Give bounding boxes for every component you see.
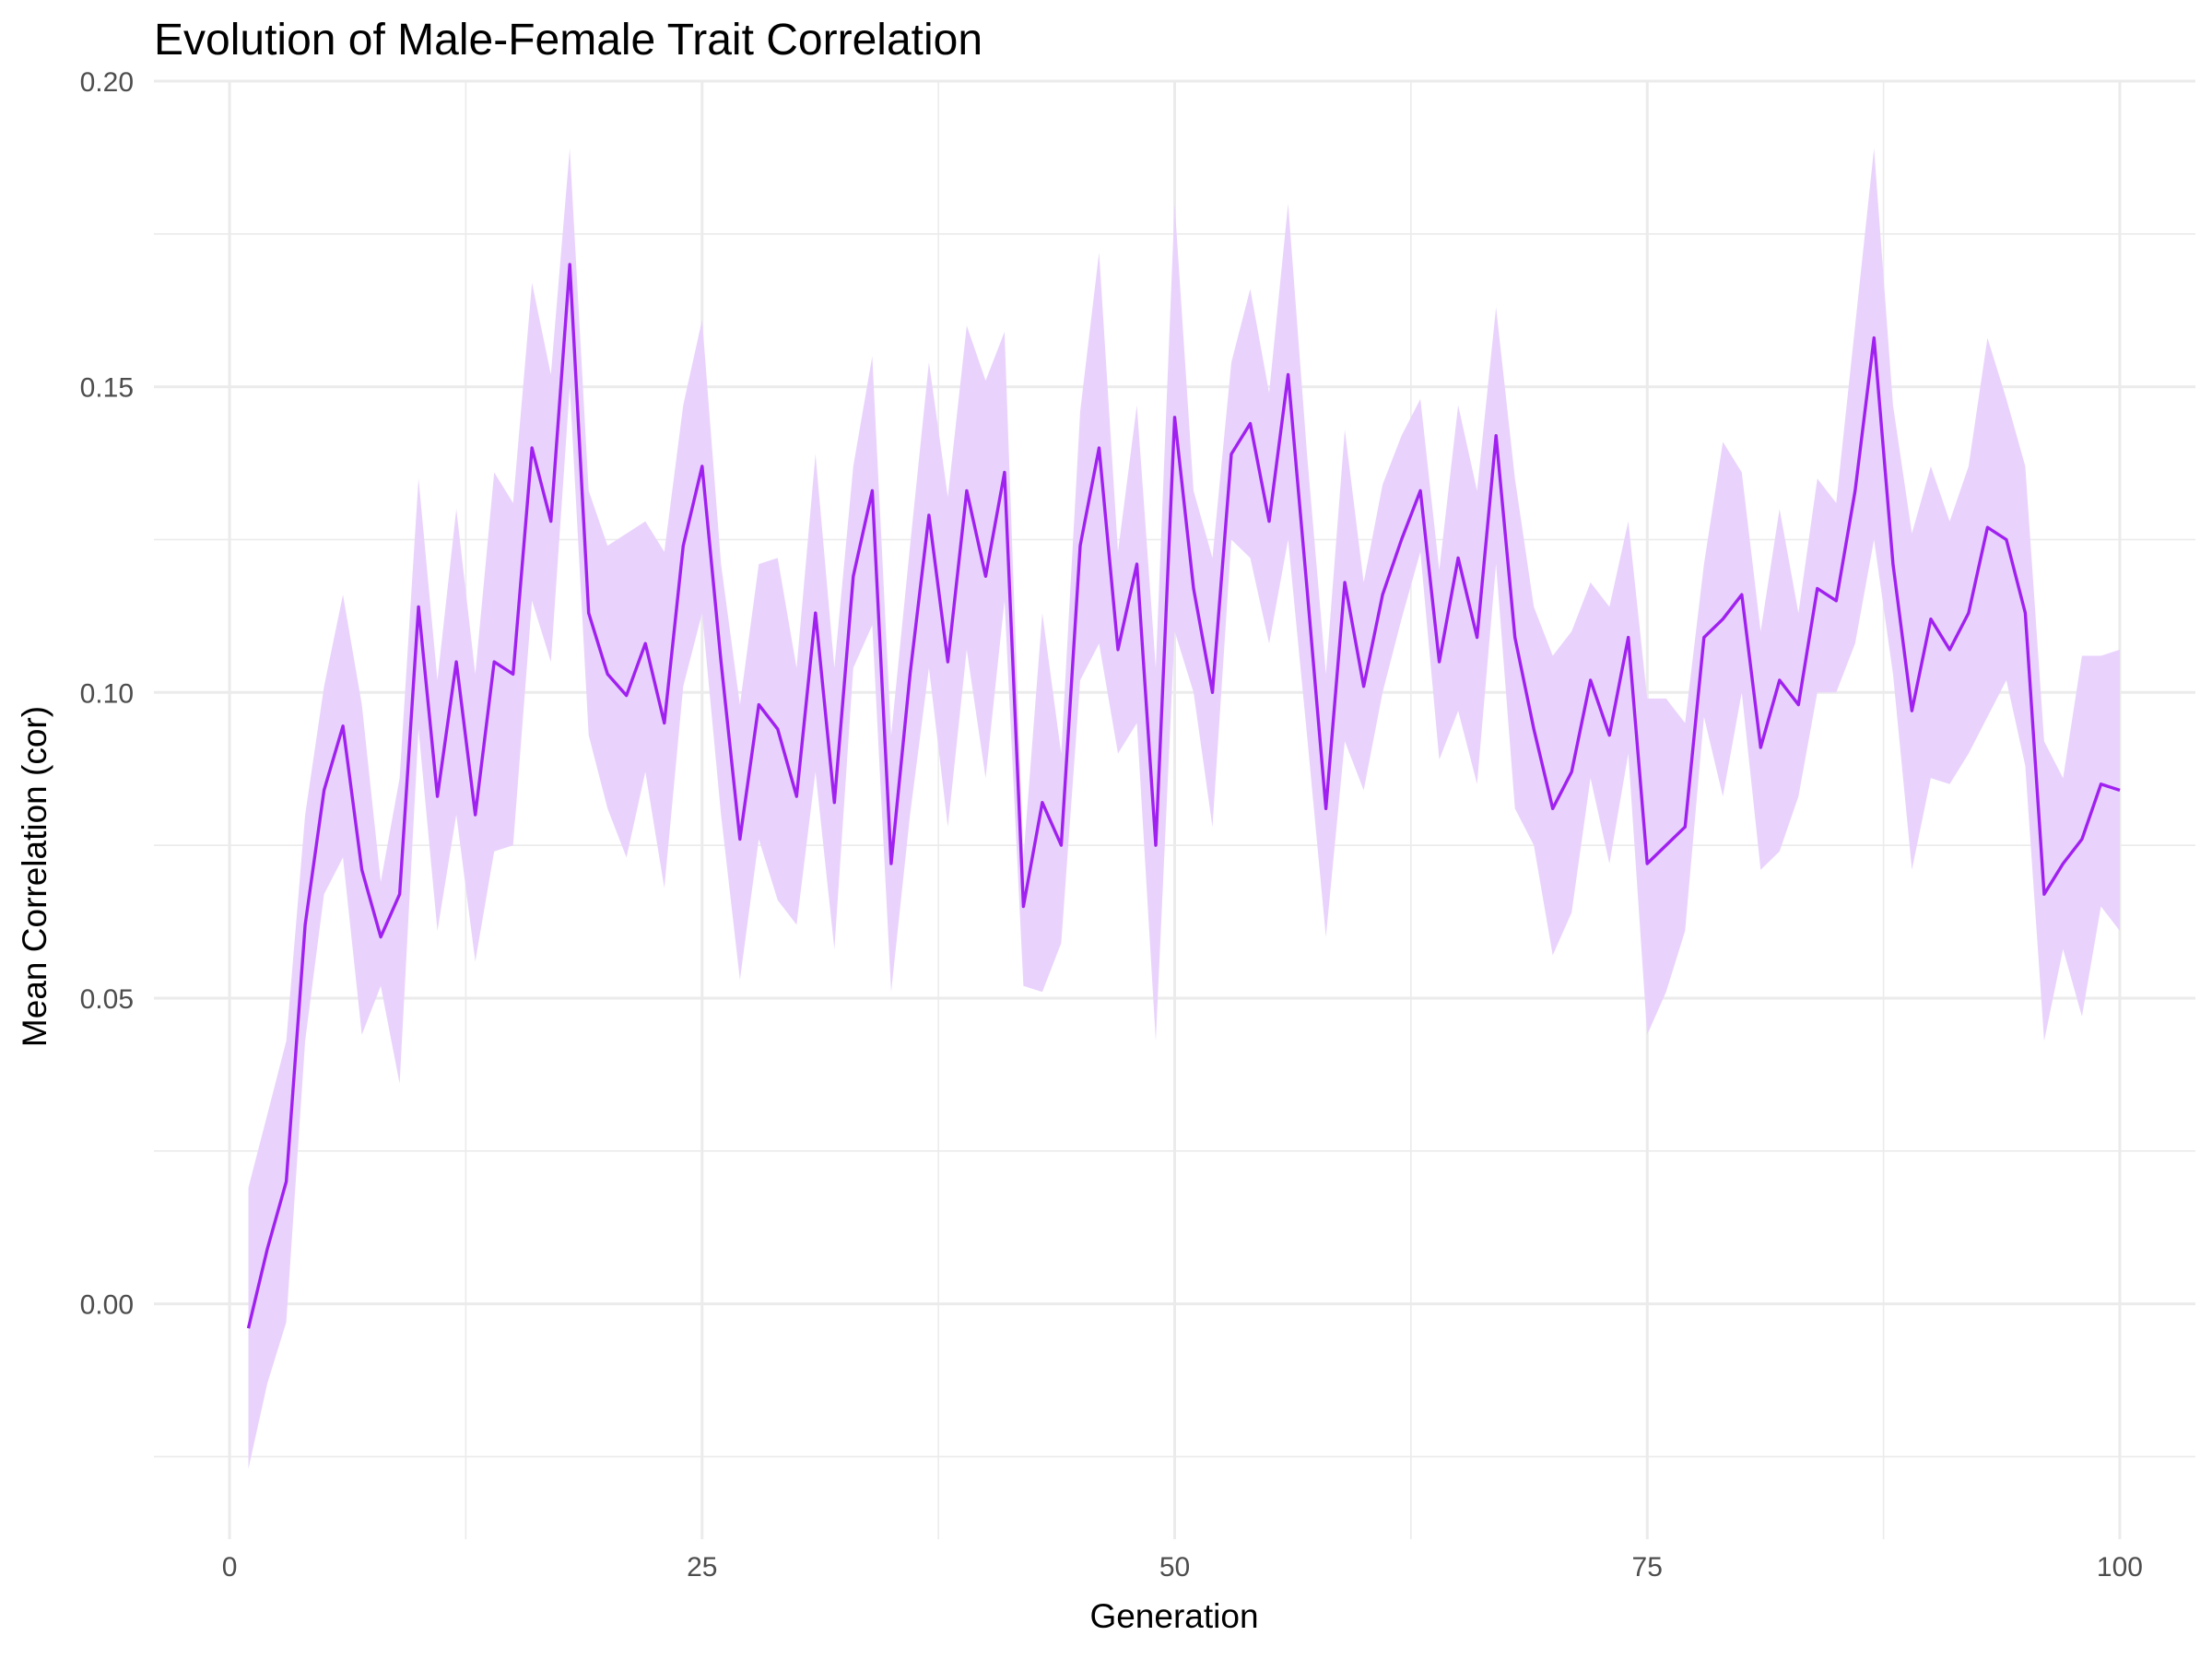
mean-line-layer	[246, 263, 2121, 1329]
x-tick-label: 50	[1159, 1552, 1190, 1583]
y-tick-label: 0.10	[80, 678, 134, 709]
y-tick-label: 0.20	[80, 67, 134, 98]
x-tick-label: 25	[687, 1552, 717, 1583]
y-tick-label: 0.15	[80, 373, 134, 404]
y-tick-label: 0.05	[80, 984, 134, 1015]
y-tick-label: 0.00	[80, 1290, 134, 1321]
confidence-ribbon-layer	[248, 148, 2120, 1469]
x-tick-label: 0	[222, 1552, 238, 1583]
x-axis-title: Generation	[1089, 1597, 1258, 1635]
y-tick-labels: 0.00 0.05 0.10 0.15 0.20	[80, 67, 134, 1321]
x-tick-label: 75	[1632, 1552, 1663, 1583]
confidence-ribbon	[248, 148, 2120, 1469]
y-axis-title: Mean Correlation (cor)	[16, 706, 53, 1047]
x-tick-labels: 0 25 50 75 100	[222, 1552, 2143, 1583]
mean-correlation-line	[246, 263, 2121, 1329]
chart-title: Evolution of Male-Female Trait Correlati…	[154, 16, 982, 65]
x-tick-label: 100	[2097, 1552, 2143, 1583]
